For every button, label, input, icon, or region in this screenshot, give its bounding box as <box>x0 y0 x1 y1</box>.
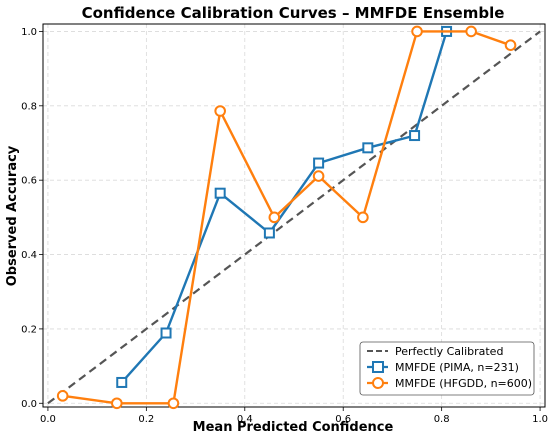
legend-pima-marker <box>372 361 384 373</box>
pima-point <box>313 157 325 169</box>
pima-point <box>362 142 374 154</box>
y-tick-label: 0.6 <box>21 176 37 187</box>
y-tick-label: 0.0 <box>21 399 37 410</box>
plot-frame <box>42 23 546 408</box>
x-tick-label: 0.2 <box>138 414 154 425</box>
legend-hfgdd-label: MMFDE (HFGDD, n=600) <box>395 377 532 390</box>
x-tick-label: 0.8 <box>434 414 450 425</box>
y-tick-label: 0.2 <box>21 324 37 335</box>
perfect-calibration-line <box>47 30 541 405</box>
series-line-hfgdd <box>62 30 511 405</box>
y-axis-label: Observed Accuracy <box>5 145 20 286</box>
x-tick-label: 0.6 <box>335 414 351 425</box>
x-tick-label: 0.4 <box>237 414 253 425</box>
pima-point <box>160 327 172 339</box>
y-tick-label: 0.4 <box>21 250 37 261</box>
legend-hfgdd-marker <box>372 377 384 389</box>
x-tick-label: 0.0 <box>40 414 56 425</box>
legend: Perfectly Calibrated MMFDE (PIMA, n=231)… <box>359 341 535 396</box>
hfgdd-point <box>312 170 325 182</box>
legend-pima-label: MMFDE (PIMA, n=231) <box>395 361 519 374</box>
pima-point <box>263 227 275 239</box>
chart-title: Confidence Calibration Curves – MMFDE En… <box>82 4 505 22</box>
y-tick-label: 0.8 <box>21 101 37 112</box>
x-tick-label: 1.0 <box>532 414 548 425</box>
axis-ticks: 0.0 0.2 0.4 0.6 0.8 1.0 0.0 0.2 0.4 0.6 0.8 1.0 <box>21 27 548 425</box>
hfgdd-point <box>357 211 369 224</box>
pima-point <box>214 187 226 199</box>
x-axis-label: Mean Predicted Confidence <box>193 420 394 435</box>
hfgdd-point <box>411 25 423 38</box>
hfgdd-point <box>214 105 226 117</box>
hfgdd-point <box>167 397 180 410</box>
data-marks <box>47 25 541 410</box>
hfgdd-point <box>111 397 123 410</box>
pima-point <box>409 130 421 142</box>
y-tick-label: 1.0 <box>21 27 37 38</box>
hfgdd-point <box>268 211 281 224</box>
pima-point <box>116 376 128 388</box>
grid <box>43 24 545 407</box>
hfgdd-point <box>504 39 517 51</box>
hfgdd-point <box>56 390 69 402</box>
legend-reference-label: Perfectly Calibrated <box>395 345 503 358</box>
legend-box <box>359 341 535 396</box>
hfgdd-point <box>465 25 477 38</box>
